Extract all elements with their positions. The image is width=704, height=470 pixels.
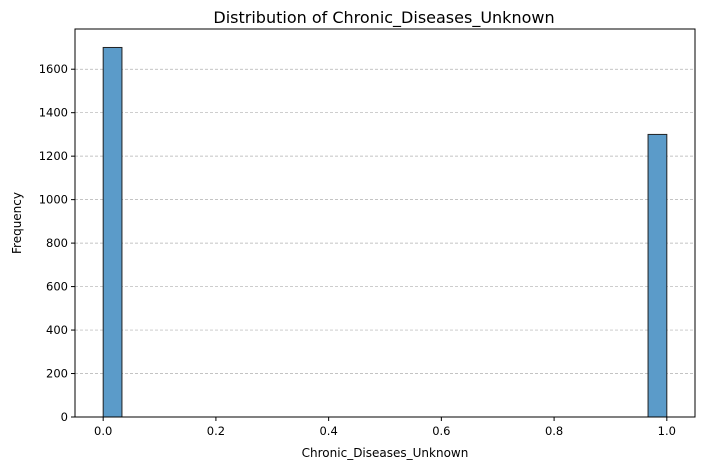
x-tick-label: 1.0: [658, 424, 676, 438]
y-tick-label: 200: [46, 367, 68, 381]
y-tick-label: 800: [46, 236, 68, 250]
x-tick-label: 0.0: [94, 424, 112, 438]
y-tick-label: 0: [61, 410, 68, 424]
x-tick-label: 0.6: [432, 424, 450, 438]
x-tick-label: 0.8: [545, 424, 563, 438]
grid-lines: [75, 68, 695, 374]
histogram-bar: [102, 46, 123, 418]
chart-title: Distribution of Chronic_Diseases_Unknown: [213, 8, 554, 28]
y-axis-label: Frequency: [10, 192, 24, 254]
y-tick-label: 1200: [39, 149, 68, 163]
y-tick-label: 1400: [39, 106, 68, 120]
y-tick-label: 1600: [39, 62, 68, 76]
x-axis-ticks: 0.0 0.2 0.4 0.6 0.8 1.0: [94, 417, 676, 438]
y-axis-ticks: 0 200 400 600 800 1000 1200 1400 1600: [39, 62, 75, 424]
histogram-bar: [647, 133, 668, 418]
bars: [102, 46, 668, 418]
plot-frame: [74, 28, 696, 418]
x-axis-label: Chronic_Diseases_Unknown: [302, 446, 469, 460]
x-tick-label: 0.2: [207, 424, 225, 438]
x-tick-label: 0.4: [319, 424, 337, 438]
y-tick-label: 1000: [39, 193, 68, 207]
y-tick-label: 600: [46, 280, 68, 294]
y-tick-label: 400: [46, 323, 68, 337]
